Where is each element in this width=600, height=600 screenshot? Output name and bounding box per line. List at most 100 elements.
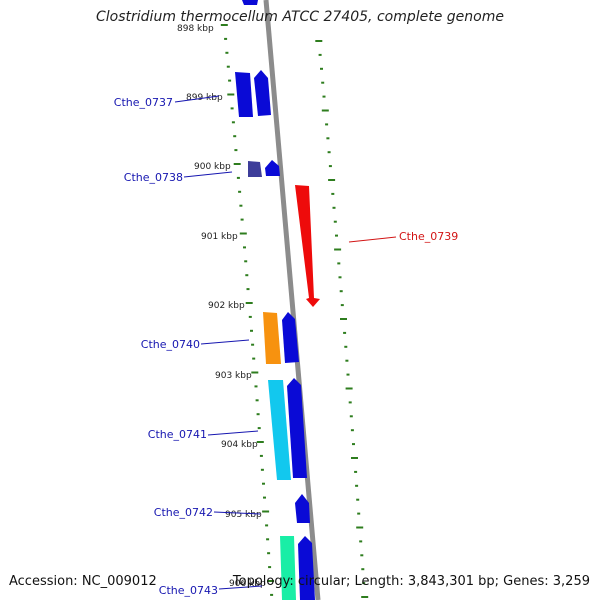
ruler-minor-tick (243, 246, 246, 249)
ruler-minor-tick (256, 413, 260, 416)
accession-text: Accession: NC_009012 (9, 574, 157, 589)
ruler-labels: 898 kbp 899 kbp 900 kbp 901 kbp 902 kbp … (177, 24, 266, 589)
ruler-major-tick (262, 510, 270, 513)
ruler-minor-tick (236, 176, 240, 179)
connector-cthe-0738 (183, 171, 233, 178)
ruler-minor-tick (244, 260, 248, 263)
ruler-minor-tick (259, 454, 263, 457)
ruler-major-tick (351, 457, 358, 459)
ruler-major-tick (345, 387, 353, 390)
ruler-major-tick (227, 93, 235, 96)
ruler-major-tick (340, 318, 347, 320)
gene-label-cthe-0737[interactable]: Cthe_0737 (114, 96, 173, 109)
ruler-minor-tick (339, 290, 343, 293)
gene-label-cthe-0742[interactable]: Cthe_0742 (154, 506, 213, 519)
ruler-minor-tick (344, 345, 348, 348)
ruler-minor-tick (230, 107, 234, 110)
ruler-minor-tick (352, 443, 355, 446)
ruler-minor-tick (238, 190, 242, 193)
topology-text: Topology: circular; Length: 3,843,301 bp… (232, 574, 590, 589)
ruler-minor-tick (240, 218, 244, 221)
ruler-minor-tick (260, 468, 264, 471)
gene-cthe-0739[interactable] (295, 185, 320, 307)
gene-cthe-0742[interactable] (295, 494, 310, 523)
gene-label-cthe-0741[interactable]: Cthe_0741 (148, 428, 207, 441)
ruler-minor-tick (327, 151, 331, 154)
gene-cthe-0743-outer[interactable] (298, 536, 315, 600)
ruler-minor-tick (248, 315, 252, 318)
ruler-major-tick (315, 40, 323, 42)
ruler-minor-tick (321, 81, 325, 84)
connector-cthe-0741 (207, 430, 259, 436)
gene-label-cthe-0743[interactable]: Cthe_0743 (159, 584, 218, 597)
ruler-minor-tick (362, 582, 366, 585)
gene-cthe-0738-outer[interactable] (265, 160, 280, 176)
ruler-minor-tick (332, 206, 336, 209)
ruler-ticks-outer (315, 40, 369, 598)
ruler-minor-tick (346, 373, 350, 376)
gene-cthe-0737-inner[interactable] (235, 72, 253, 117)
ruler-major-tick (321, 109, 329, 112)
ruler-minor-tick (233, 135, 237, 138)
ruler-minor-tick (340, 304, 344, 307)
gene-cthe-0741-inner[interactable] (268, 380, 291, 480)
ruler-minor-tick (231, 121, 235, 124)
ruler-minor-tick (320, 67, 323, 70)
gene-cthe-0743-inner[interactable] (280, 536, 296, 600)
connector-cthe-0740 (200, 339, 250, 345)
ruler-major-tick (361, 596, 369, 598)
gene-cthe-0741-outer[interactable] (287, 378, 307, 478)
gene-cthe-0737-outer[interactable] (254, 70, 271, 116)
ruler-minor-tick (360, 554, 364, 557)
gene-label-cthe-0740[interactable]: Cthe_0740 (141, 338, 200, 351)
ruler-major-tick (328, 179, 336, 181)
ruler-minor-tick (354, 470, 358, 473)
gene-label-cthe-0738[interactable]: Cthe_0738 (124, 171, 183, 184)
ruler-minor-tick (251, 343, 255, 346)
ruler-major-tick (251, 371, 259, 374)
ruler-minor-tick (348, 401, 352, 404)
ruler-label: 905 kbp (225, 510, 262, 520)
ruler-minor-tick (257, 427, 261, 430)
ruler-minor-tick (265, 524, 269, 527)
ruler-minor-tick (246, 288, 250, 291)
connector-cthe-0739 (348, 236, 397, 243)
ruler-minor-tick (355, 484, 359, 487)
gene-label-cthe-0739[interactable]: Cthe_0739 (399, 230, 458, 243)
ruler-minor-tick (266, 538, 270, 541)
ruler-minor-tick (255, 399, 259, 402)
ruler-major-tick (220, 24, 228, 26)
ruler-label: 902 kbp (208, 301, 245, 311)
ruler-minor-tick (333, 220, 337, 223)
ruler-minor-tick (325, 123, 329, 126)
ruler-major-tick (267, 580, 275, 582)
ruler-label: 903 kbp (215, 371, 252, 381)
ruler-minor-tick (250, 329, 253, 332)
ruler-minor-tick (267, 552, 271, 555)
ruler-label: 901 kbp (201, 232, 238, 242)
ruler-minor-tick (338, 276, 342, 279)
connector-cthe-0742 (213, 511, 261, 515)
ruler-minor-tick (349, 415, 353, 418)
ruler-minor-tick (335, 234, 338, 237)
ruler-minor-tick (254, 385, 258, 388)
ruler-minor-tick (322, 95, 326, 98)
gene-cthe-0740-inner[interactable] (263, 312, 281, 364)
ruler-minor-tick (359, 540, 363, 543)
gene-feature[interactable] (242, 0, 258, 5)
gene-cthe-0740-outer[interactable] (282, 312, 299, 363)
ruler-label: 906 kbp (229, 579, 266, 589)
ruler-minor-tick (270, 593, 274, 596)
page-title: Clostridium thermocellum ATCC 27405, com… (96, 9, 504, 25)
genome-backbone (263, 0, 321, 600)
gene-cthe-0738-inner[interactable] (248, 161, 262, 177)
ruler-minor-tick (262, 482, 265, 485)
ruler-minor-tick (239, 204, 243, 207)
ruler-minor-tick (326, 137, 330, 140)
ruler-minor-tick (245, 274, 249, 277)
ruler-major-tick (239, 232, 247, 235)
ruler-minor-tick (331, 192, 335, 195)
gene-features (235, 0, 320, 600)
ruler-minor-tick (343, 331, 347, 334)
